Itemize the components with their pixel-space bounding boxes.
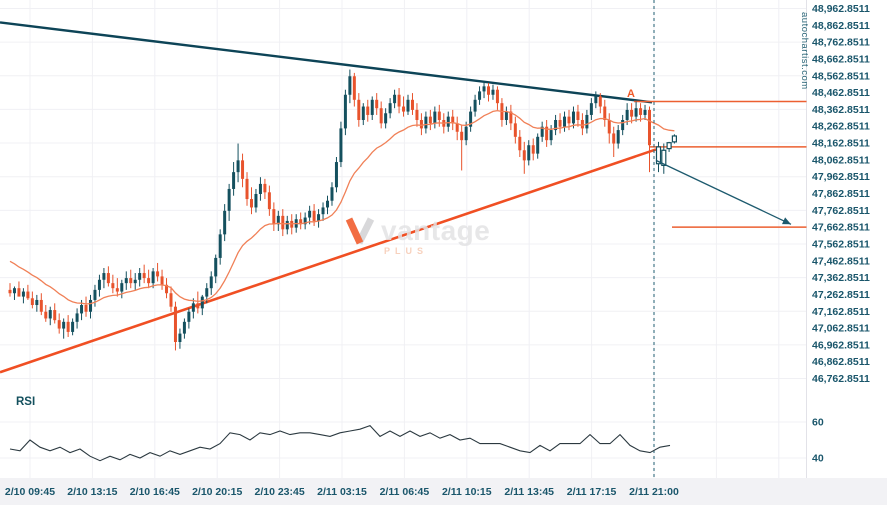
candles (8, 69, 651, 351)
svg-text:40: 40 (812, 453, 824, 465)
svg-text:48,562.8511: 48,562.8511 (812, 70, 870, 82)
svg-text:48,962.8511: 48,962.8511 (812, 3, 870, 15)
svg-text:46,862.8511: 46,862.8511 (812, 356, 870, 368)
svg-text:47,162.8511: 47,162.8511 (812, 306, 870, 318)
svg-text:48,662.8511: 48,662.8511 (812, 53, 870, 65)
autochartist-brand: autochartist.com (799, 12, 810, 90)
rsi-line (9, 424, 671, 462)
vantage-watermark: vantage PLUS (344, 216, 490, 256)
svg-text:46,962.8511: 46,962.8511 (812, 339, 870, 351)
svg-text:48,262.8511: 48,262.8511 (812, 121, 870, 133)
svg-text:2/11 21:00: 2/11 21:00 (629, 486, 679, 498)
svg-text:2/10 16:45: 2/10 16:45 (130, 486, 180, 498)
svg-text:2/11 13:45: 2/11 13:45 (504, 486, 554, 498)
svg-text:2/11 17:15: 2/11 17:15 (567, 486, 617, 498)
svg-text:2/11 06:45: 2/11 06:45 (380, 486, 430, 498)
svg-text:2/10 20:15: 2/10 20:15 (192, 486, 242, 498)
svg-text:48,462.8511: 48,462.8511 (812, 87, 870, 99)
svg-text:48,162.8511: 48,162.8511 (812, 138, 870, 150)
watermark-subtext: PLUS (384, 246, 429, 256)
svg-text:60: 60 (812, 417, 824, 429)
rsi-label: RSI (16, 396, 36, 408)
svg-text:47,462.8511: 47,462.8511 (812, 255, 870, 267)
svg-text:2/10 13:15: 2/10 13:15 (67, 486, 117, 498)
svg-text:2/10 09:45: 2/10 09:45 (5, 486, 55, 498)
watermark-text: vantage (381, 215, 491, 246)
svg-text:47,962.8511: 47,962.8511 (812, 171, 870, 183)
svg-text:47,862.8511: 47,862.8511 (812, 188, 870, 200)
svg-text:48,762.8511: 48,762.8511 (812, 37, 870, 49)
svg-text:48,362.8511: 48,362.8511 (812, 104, 870, 116)
svg-text:A: A (627, 88, 635, 100)
svg-text:2/10 23:45: 2/10 23:45 (254, 486, 304, 498)
vantage-logo-icon (344, 216, 376, 251)
svg-text:2/11 03:15: 2/11 03:15 (317, 486, 367, 498)
svg-text:47,262.8511: 47,262.8511 (812, 289, 870, 301)
svg-text:47,062.8511: 47,062.8511 (812, 323, 870, 335)
svg-text:47,762.8511: 47,762.8511 (812, 205, 870, 217)
svg-text:47,662.8511: 47,662.8511 (812, 222, 870, 234)
forecast-candles (655, 134, 678, 174)
svg-text:47,362.8511: 47,362.8511 (812, 272, 870, 284)
svg-text:47,562.8511: 47,562.8511 (812, 238, 870, 250)
svg-text:48,862.8511: 48,862.8511 (812, 20, 870, 32)
svg-text:48,062.8511: 48,062.8511 (812, 154, 870, 166)
svg-text:46,762.8511: 46,762.8511 (812, 373, 870, 385)
svg-text:2/11 10:15: 2/11 10:15 (442, 486, 492, 498)
